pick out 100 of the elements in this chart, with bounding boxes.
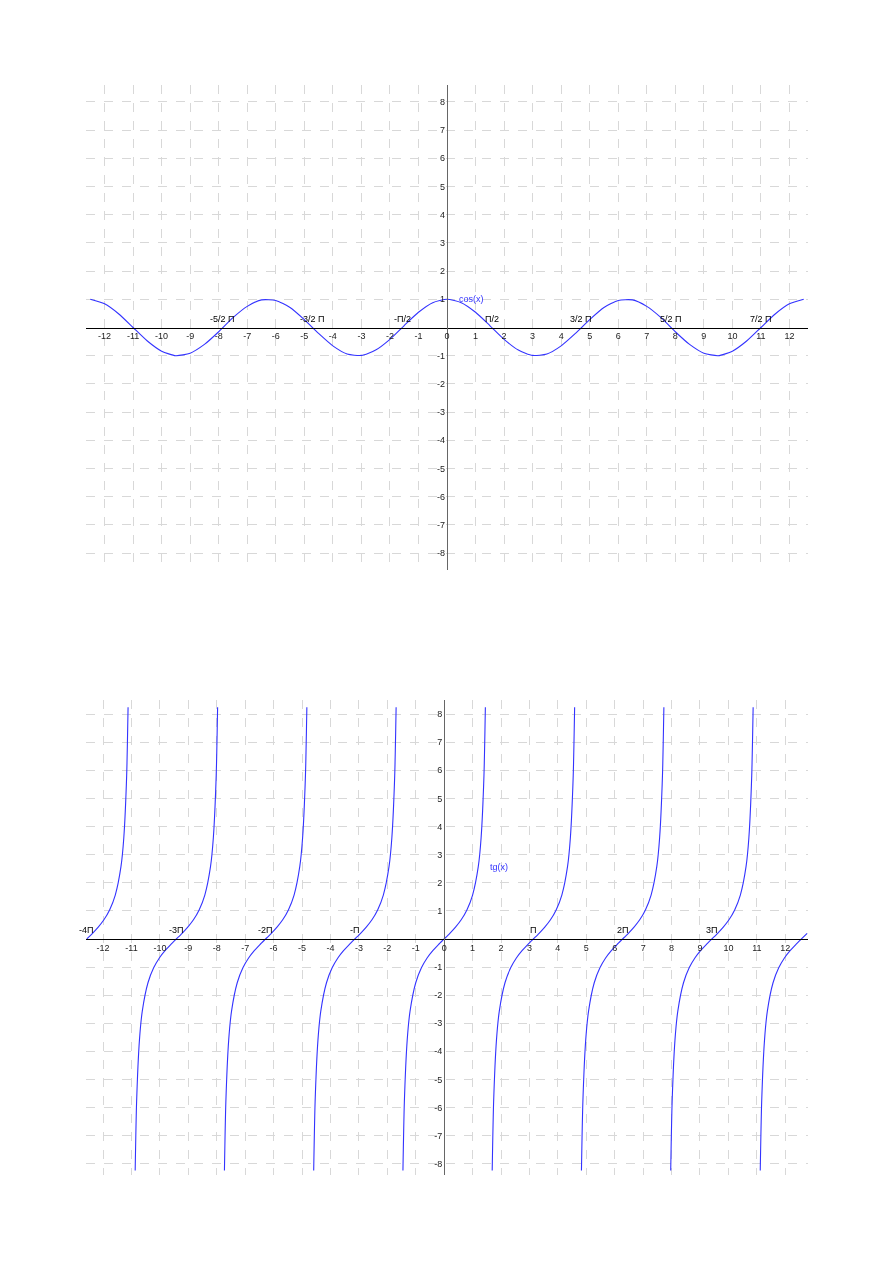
line-series <box>670 706 754 1172</box>
x-tick-label: -5 <box>298 942 307 953</box>
x-tick-label: 7 <box>644 331 650 342</box>
line-series <box>223 706 308 1172</box>
x-tick-label: -7 <box>241 942 250 953</box>
annotation: -4Π <box>79 925 94 935</box>
x-tick-label: -12 <box>96 942 110 953</box>
annotation: 3Π <box>706 925 718 935</box>
x-tick-label: 9 <box>697 942 703 953</box>
y-tick-label: 6 <box>440 153 446 164</box>
x-tick-label: 6 <box>612 942 618 953</box>
x-tick-label: -1 <box>411 942 420 953</box>
y-tick-label: 4 <box>437 821 443 832</box>
x-tick-label: -6 <box>269 942 278 953</box>
y-tick-label: 1 <box>437 905 443 916</box>
y-tick-label: -1 <box>434 962 443 973</box>
y-tick-label: 1 <box>440 294 446 305</box>
y-tick-label: 3 <box>440 238 446 249</box>
y-tick-label: 2 <box>437 877 443 888</box>
y-tick-label: -6 <box>434 1102 443 1113</box>
x-tick-label: -11 <box>125 942 138 953</box>
annotation: -3Π <box>169 925 184 935</box>
annotation: 2Π <box>617 925 629 935</box>
line-series <box>402 706 486 1172</box>
y-tick-label: 2 <box>440 266 446 277</box>
y-tick-label: -3 <box>437 407 446 418</box>
y-tick-label: -1 <box>437 350 446 361</box>
x-tick-label: 12 <box>784 331 795 342</box>
series-label: cos(x) <box>459 294 484 304</box>
y-tick-label: -7 <box>437 520 446 531</box>
x-tick-label: 6 <box>615 331 621 342</box>
annotation: -Π <box>350 925 360 935</box>
x-tick-label: -3 <box>357 331 366 342</box>
x-tick-label: 3 <box>526 942 532 953</box>
x-tick-label: 10 <box>727 331 738 342</box>
x-tick-label: -4 <box>328 331 337 342</box>
y-tick-label: -5 <box>437 463 446 474</box>
annotation: -2Π <box>258 925 273 935</box>
x-tick-label: 11 <box>756 331 766 342</box>
x-tick-label: 7 <box>640 942 646 953</box>
x-tick-label: -5 <box>300 331 309 342</box>
line-series <box>759 932 808 1172</box>
x-tick-label: 10 <box>723 942 734 953</box>
x-tick-label: 9 <box>701 331 707 342</box>
y-tick-label: -5 <box>434 1074 443 1085</box>
x-tick-label: 1 <box>470 942 476 953</box>
x-tick-label: -9 <box>184 942 193 953</box>
x-tick-label: 3 <box>530 331 536 342</box>
x-tick-label: 0 <box>444 331 450 342</box>
x-tick-label: 8 <box>672 331 678 342</box>
y-tick-label: 6 <box>437 765 443 776</box>
y-tick-label: -7 <box>434 1130 443 1141</box>
x-tick-label: -8 <box>214 331 223 342</box>
x-tick-label: -2 <box>385 331 394 342</box>
line-series <box>313 706 397 1172</box>
x-tick-label: -1 <box>414 331 423 342</box>
x-tick-label: -2 <box>383 942 392 953</box>
x-tick-label: 5 <box>587 331 593 342</box>
x-tick-label: -10 <box>155 331 169 342</box>
x-tick-label: 0 <box>441 942 447 953</box>
y-tick-label: -2 <box>437 379 446 390</box>
y-tick-label: 7 <box>437 737 443 748</box>
y-tick-label: -4 <box>437 435 446 446</box>
x-tick-label: -4 <box>326 942 335 953</box>
y-tick-label: -2 <box>434 990 443 1001</box>
x-tick-label: -8 <box>212 942 221 953</box>
x-tick-label: 2 <box>498 942 504 953</box>
y-tick-label: 5 <box>437 793 443 804</box>
annotation: -Π/2 <box>394 314 412 324</box>
x-tick-label: 2 <box>501 331 507 342</box>
y-tick-label: -3 <box>434 1018 443 1029</box>
x-tick-label: -6 <box>271 331 280 342</box>
y-tick-label: -4 <box>434 1046 443 1057</box>
y-tick-label: 7 <box>440 125 446 136</box>
y-tick-label: -8 <box>434 1158 443 1169</box>
x-tick-label: 1 <box>473 331 479 342</box>
x-tick-label: -7 <box>243 331 252 342</box>
y-tick-label: 8 <box>440 97 446 108</box>
annotation: Π/2 <box>485 314 500 324</box>
y-tick-label: 8 <box>437 709 443 720</box>
line-series <box>491 706 576 1172</box>
x-tick-label: 11 <box>752 942 762 953</box>
y-tick-label: 3 <box>437 849 443 860</box>
y-tick-label: 4 <box>440 209 446 220</box>
y-tick-label: -8 <box>437 548 446 559</box>
line-series <box>580 706 665 1172</box>
x-tick-label: 4 <box>555 942 561 953</box>
x-tick-label: 12 <box>780 942 791 953</box>
x-tick-label: 8 <box>669 942 675 953</box>
x-tick-label: -9 <box>186 331 195 342</box>
x-tick-label: -12 <box>98 331 112 342</box>
x-tick-label: -11 <box>126 331 140 342</box>
x-tick-label: -10 <box>153 942 167 953</box>
series-label: tg(x) <box>490 862 508 872</box>
y-tick-label: -6 <box>437 491 446 502</box>
x-tick-label: -3 <box>354 942 363 953</box>
annotation: Π <box>530 925 537 935</box>
x-tick-label: 4 <box>558 331 564 342</box>
x-tick-label: 5 <box>583 942 589 953</box>
y-tick-label: 5 <box>440 181 446 192</box>
